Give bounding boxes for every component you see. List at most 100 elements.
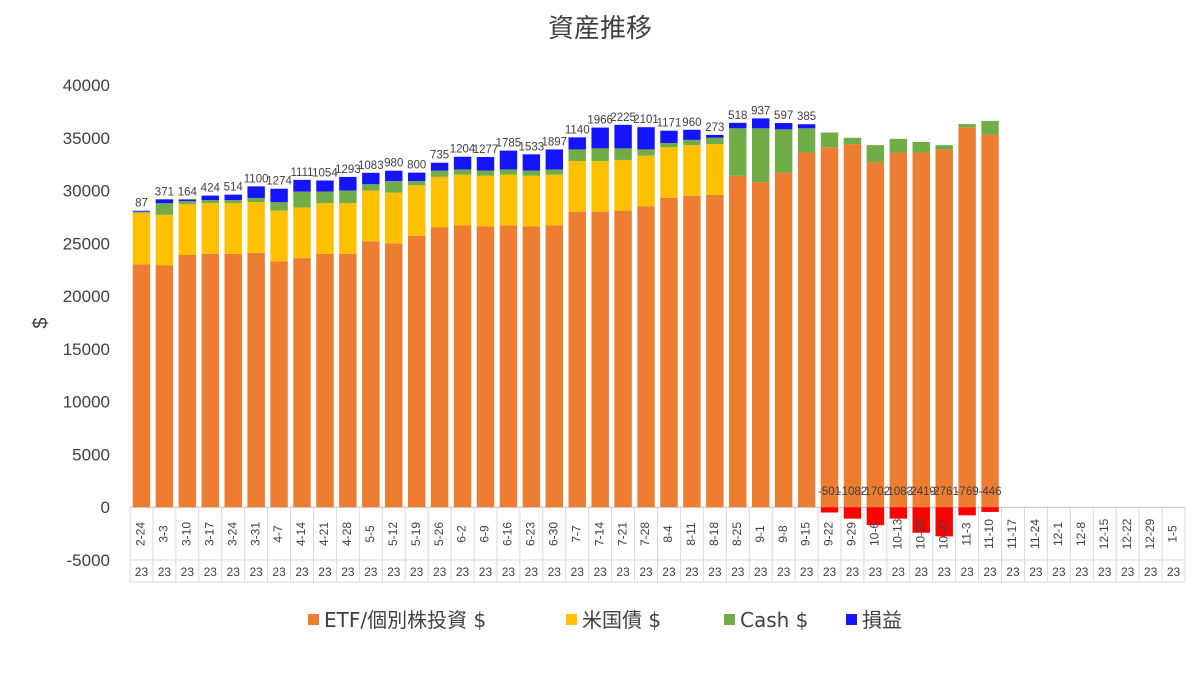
x-tick-label: 9-8 <box>776 525 790 543</box>
bar-etf-9-15 <box>797 152 816 508</box>
bar-etf-8-25 <box>729 175 747 508</box>
bar--8-4 <box>660 147 678 198</box>
bar-etf-4-14 <box>293 258 311 508</box>
bar-cash-3-31 <box>247 197 265 203</box>
bar--4-28 <box>339 176 357 191</box>
bar-cash-10-13 <box>889 138 908 153</box>
bar--10-20 <box>912 507 930 533</box>
x-year-label: 23 <box>479 565 493 579</box>
bar-etf-5-12 <box>385 243 403 508</box>
bar--4-7 <box>270 188 288 203</box>
bar--6-23 <box>522 175 541 227</box>
x-tick-label: 7-28 <box>638 522 652 546</box>
bar--9-22 <box>820 507 839 513</box>
x-year-label: 23 <box>685 565 699 579</box>
bar-cash-3-3 <box>155 203 174 215</box>
data-label: 424 <box>201 183 221 195</box>
x-tick-label: 9-1 <box>753 525 767 543</box>
bar--6-2 <box>453 174 472 226</box>
bar-etf-10-20 <box>912 152 930 508</box>
bar-etf-3-3 <box>155 265 174 508</box>
bar-etf-7-28 <box>637 206 655 508</box>
y-tick-label: 35000 <box>63 129 110 148</box>
x-tick-label: 9-29 <box>845 522 859 546</box>
x-tick-label: 12-8 <box>1074 522 1088 546</box>
data-label: -2419 <box>907 486 936 498</box>
y-tick-label: 20000 <box>63 287 110 306</box>
legend-swatch <box>308 614 319 625</box>
x-tick-label: 3-31 <box>248 522 262 546</box>
x-tick-label: 1-5 <box>1166 525 1180 543</box>
x-year-label: 23 <box>777 565 791 579</box>
bar-cash-3-17 <box>201 200 219 204</box>
x-year-label: 23 <box>1052 565 1066 579</box>
bar-cash-8-25 <box>729 128 747 176</box>
bar-etf-8-4 <box>660 197 678 508</box>
bar--3-10 <box>178 204 197 255</box>
bar--8-18 <box>706 144 724 195</box>
bar--8-11 <box>683 145 701 196</box>
bar-etf-6-2 <box>453 225 472 508</box>
data-label: 164 <box>178 186 198 198</box>
bar-cash-5-26 <box>430 170 449 177</box>
bar--6-9 <box>476 157 495 171</box>
y-tick-label: 15000 <box>63 340 110 359</box>
bar--6-9 <box>476 175 495 227</box>
bar--5-5 <box>362 172 380 185</box>
bar-etf-4-21 <box>316 253 334 508</box>
x-year-label: 23 <box>135 565 149 579</box>
bar--3-24 <box>224 203 242 254</box>
x-year-label: 23 <box>960 565 974 579</box>
bar--2-24 <box>132 212 151 265</box>
x-year-label: 23 <box>1144 565 1158 579</box>
bar-etf-11-3 <box>958 127 976 508</box>
y-tick-label: 40000 <box>63 76 110 95</box>
bar--7-28 <box>637 127 655 150</box>
x-year-label: 23 <box>800 565 814 579</box>
bar--3-10 <box>178 199 197 202</box>
x-tick-label: 12-29 <box>1143 518 1157 549</box>
y-tick-label: 5000 <box>72 445 110 464</box>
bar--4-14 <box>293 207 311 259</box>
bar-cash-10-20 <box>912 142 930 153</box>
bar--6-30 <box>545 174 564 226</box>
x-year-label: 23 <box>272 565 286 579</box>
data-label: 1785 <box>496 138 522 150</box>
bar-cash-5-12 <box>385 181 403 193</box>
bar--4-28 <box>339 203 357 254</box>
x-year-label: 23 <box>204 565 218 579</box>
bar-cash-6-2 <box>453 169 472 175</box>
bar--6-16 <box>499 174 518 226</box>
bar-etf-6-30 <box>545 225 564 508</box>
y-tick-label: 30000 <box>63 182 110 201</box>
bar-etf-5-5 <box>362 241 380 508</box>
x-year-label: 23 <box>731 565 745 579</box>
bar--9-1 <box>751 118 770 129</box>
legend-swatch <box>566 614 577 625</box>
bar--3-24 <box>224 194 242 201</box>
x-year-label: 23 <box>1098 565 1112 579</box>
x-tick-label: 4-14 <box>294 522 308 546</box>
x-year-label: 23 <box>1029 565 1043 579</box>
legend-swatch <box>846 614 857 625</box>
data-label: 1140 <box>565 124 590 136</box>
bar-cash-2-24 <box>132 211 151 213</box>
bar-cash-9-22 <box>820 132 839 148</box>
x-tick-label: 4-7 <box>271 525 285 543</box>
x-tick-label: 11-17 <box>1005 519 1019 549</box>
bar--11-10 <box>981 507 999 512</box>
bar-etf-9-22 <box>820 147 839 508</box>
x-tick-label: 12-1 <box>1051 522 1065 546</box>
bar-cash-3-24 <box>224 200 242 204</box>
data-label: 518 <box>728 110 747 122</box>
x-tick-label: 10-27 <box>936 518 950 549</box>
x-tick-label: 6-2 <box>455 525 469 543</box>
x-tick-label: 10-20 <box>913 518 927 549</box>
x-tick-label: 11-10 <box>982 519 996 549</box>
x-tick-label: 6-16 <box>501 522 515 546</box>
bar--4-14 <box>293 179 311 192</box>
bar--5-26 <box>430 176 449 228</box>
data-label: 1054 <box>312 167 338 179</box>
bar-etf-10-13 <box>889 152 908 508</box>
bar-cash-8-4 <box>660 143 678 148</box>
